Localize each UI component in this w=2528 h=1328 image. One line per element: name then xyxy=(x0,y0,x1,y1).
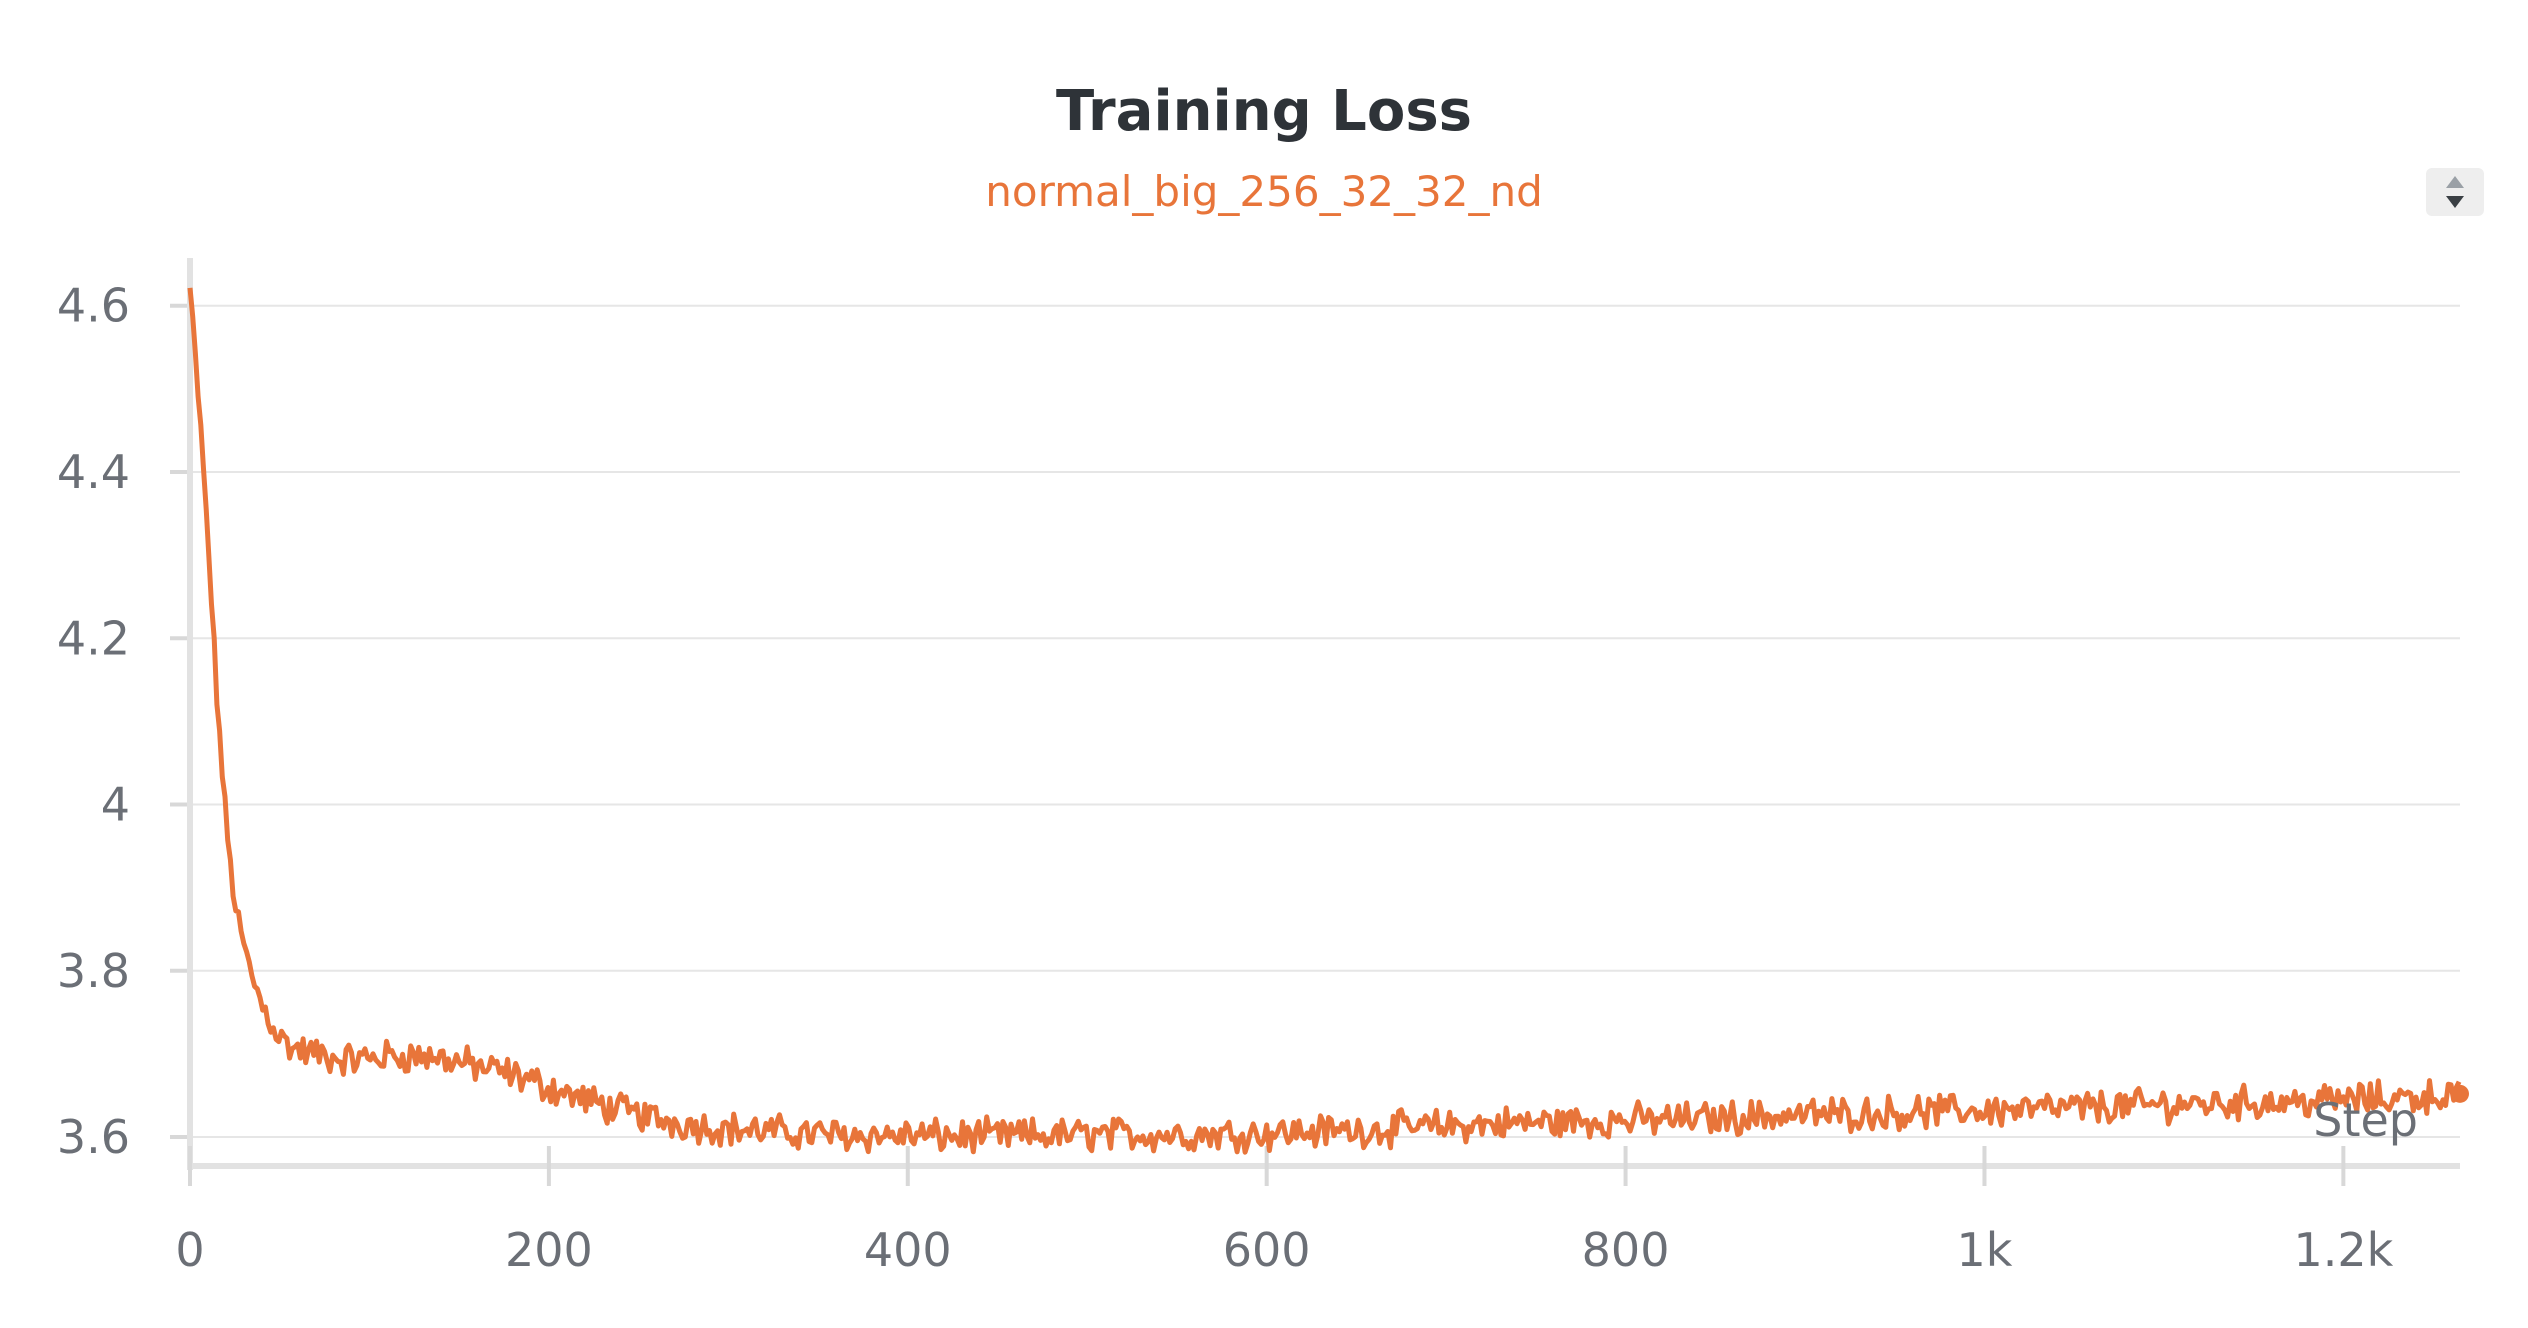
y-tick-label: 4.4 xyxy=(57,445,130,499)
panel-sort-icon[interactable] xyxy=(2426,168,2484,216)
x-tick-label: 1.2k xyxy=(2293,1223,2393,1277)
x-tick-label: 400 xyxy=(864,1223,952,1277)
y-tick-label: 4 xyxy=(101,778,130,832)
chart-title: Training Loss xyxy=(1056,79,1472,144)
x-tick-label: 1k xyxy=(1957,1223,2013,1277)
panel-sort-button-bg xyxy=(2426,168,2484,216)
y-tick-label: 4.2 xyxy=(57,611,130,665)
series-lines xyxy=(187,287,2469,1155)
x-tick-label: 800 xyxy=(1582,1223,1670,1277)
axes xyxy=(170,258,2460,1186)
series-line-normal-big-256-32-32-nd xyxy=(187,287,2462,1155)
sort-up-icon xyxy=(2446,176,2464,188)
grid-lines xyxy=(190,304,2460,1139)
x-axis-label: Step xyxy=(2313,1093,2418,1147)
chart-subtitle: normal_big_256_32_32_nd xyxy=(985,167,1542,216)
y-tick-label: 4.6 xyxy=(57,279,130,333)
sort-down-icon xyxy=(2446,196,2464,208)
series-end-point xyxy=(2451,1084,2469,1103)
x-tick-label: 0 xyxy=(175,1223,204,1277)
y-tick-label: 3.8 xyxy=(57,944,130,998)
x-tick-label: 200 xyxy=(505,1223,593,1277)
tick-labels: 3.6 3.8 4 4.2 4.4 4.6 0 200 400 600 800 1k 1.2k xyxy=(57,279,2394,1277)
y-tick-label: 3.6 xyxy=(57,1110,130,1164)
x-tick-label: 600 xyxy=(1223,1223,1311,1277)
